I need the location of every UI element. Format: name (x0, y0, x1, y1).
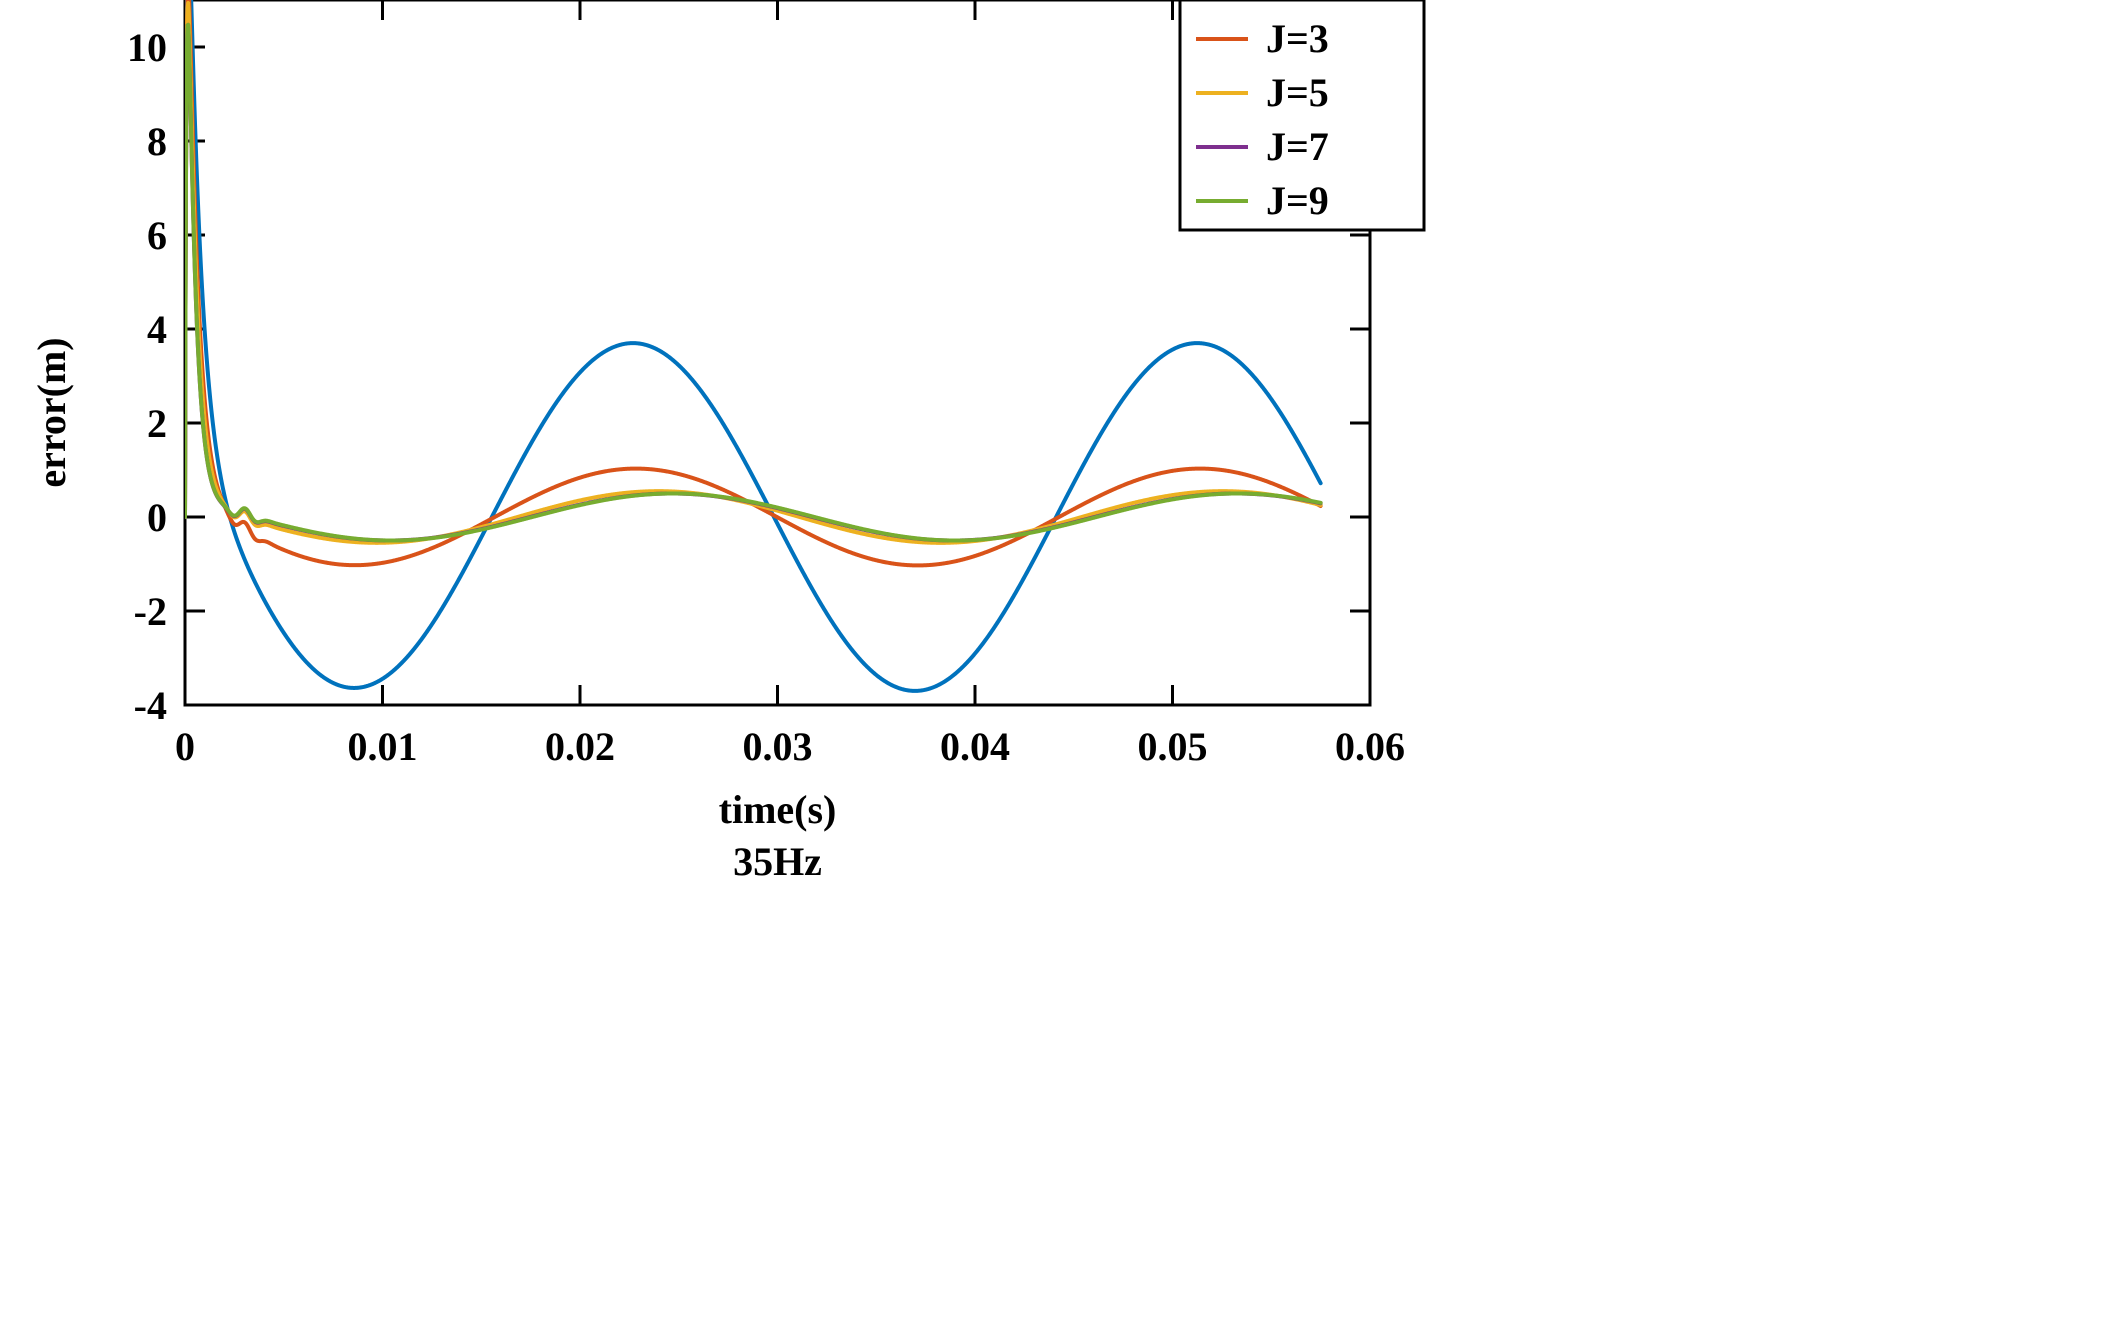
y-tick-label: 8 (147, 119, 167, 164)
series-line (185, 0, 1321, 691)
x-tick-label: 0.04 (940, 724, 1010, 769)
series-line (185, 3, 1321, 543)
legend-label: J=5 (1266, 70, 1329, 115)
x-tick-label: 0.05 (1138, 724, 1208, 769)
x-tick-label: 0.02 (545, 724, 615, 769)
y-tick-label: 0 (147, 495, 167, 540)
y-tick-label: 10 (127, 25, 167, 70)
series-group (185, 0, 1321, 691)
y-tick-label: -4 (134, 683, 167, 728)
x-tick-label: 0.01 (348, 724, 418, 769)
legend-label: J=3 (1266, 16, 1329, 61)
series-line (185, 25, 1321, 541)
x-tick-label: 0 (175, 724, 195, 769)
error-vs-time-chart: 0 0.01 0.02 0.03 0.04 0.05 0.06 -4 -2 0 2 4 6 8 10 time… (0, 0, 2125, 1328)
legend-label: J=7 (1266, 124, 1329, 169)
y-tick-label: 6 (147, 213, 167, 258)
x-tick-label: 0.03 (743, 724, 813, 769)
y-tick-label: 4 (147, 307, 167, 352)
y-tick-label: 2 (147, 401, 167, 446)
legend-label: J=9 (1266, 178, 1329, 223)
x-tick-label: 0.06 (1335, 724, 1405, 769)
y-axis-label: error(m) (29, 337, 74, 487)
series-line (185, 25, 1321, 541)
chart-subtitle: 35Hz (733, 839, 822, 884)
y-tick-label: -2 (134, 589, 167, 634)
x-axis-label: time(s) (719, 787, 837, 832)
chart-svg: 0 0.01 0.02 0.03 0.04 0.05 0.06 -4 -2 0 2 4 6 8 10 time… (0, 0, 2125, 1328)
